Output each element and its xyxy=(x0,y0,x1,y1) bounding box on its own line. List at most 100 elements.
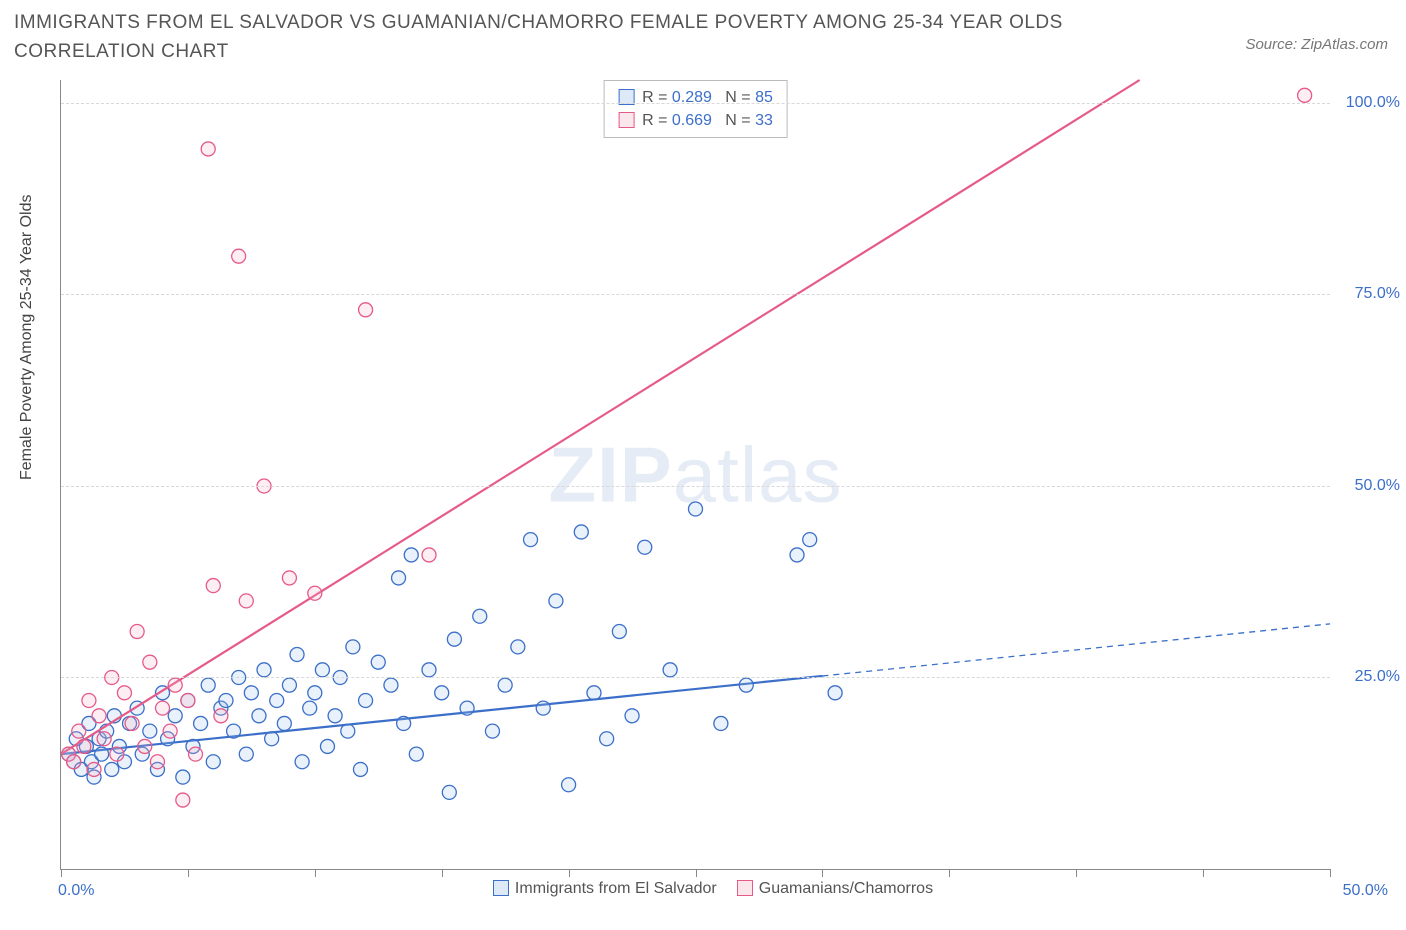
data-point-s1 xyxy=(320,739,334,753)
data-point-s2 xyxy=(77,739,91,753)
n-label: N = xyxy=(725,112,755,129)
data-point-s2 xyxy=(232,249,246,263)
y-tick-label: 75.0% xyxy=(1338,285,1400,303)
plot-area: ZIPatlas R = 0.289 N = 85R = 0.669 N = 3… xyxy=(60,80,1330,870)
data-point-s2 xyxy=(214,709,228,723)
data-point-s1 xyxy=(524,533,538,547)
legend-series-label: Guamanians/Chamorros xyxy=(759,880,933,897)
legend-row-s2: R = 0.669 N = 33 xyxy=(618,109,773,132)
data-point-s1 xyxy=(168,709,182,723)
data-point-s2 xyxy=(168,678,182,692)
data-point-s1 xyxy=(828,686,842,700)
data-point-s2 xyxy=(67,755,81,769)
data-point-s1 xyxy=(404,548,418,562)
data-point-s1 xyxy=(252,709,266,723)
data-point-s1 xyxy=(277,716,291,730)
data-point-s2 xyxy=(359,303,373,317)
x-tick xyxy=(1203,869,1204,877)
trendline-dashed-s1 xyxy=(822,624,1330,676)
data-point-s2 xyxy=(1298,88,1312,102)
data-point-s2 xyxy=(163,724,177,738)
x-tick xyxy=(315,869,316,877)
data-point-s1 xyxy=(790,548,804,562)
data-point-s1 xyxy=(265,732,279,746)
r-value: 0.669 xyxy=(672,112,712,129)
y-tick-label: 50.0% xyxy=(1338,477,1400,495)
data-point-s2 xyxy=(143,655,157,669)
legend-row-s1: R = 0.289 N = 85 xyxy=(618,86,773,109)
data-point-s1 xyxy=(239,747,253,761)
data-point-s1 xyxy=(295,755,309,769)
trendline-s2 xyxy=(61,80,1140,754)
r-label: R = xyxy=(642,112,672,129)
data-point-s1 xyxy=(282,678,296,692)
x-tick xyxy=(569,869,570,877)
data-point-s1 xyxy=(346,640,360,654)
data-point-s2 xyxy=(110,747,124,761)
data-point-s1 xyxy=(536,701,550,715)
data-point-s1 xyxy=(447,632,461,646)
data-point-s1 xyxy=(473,609,487,623)
data-point-s2 xyxy=(176,793,190,807)
legend-swatch-icon xyxy=(737,880,753,896)
data-point-s1 xyxy=(574,525,588,539)
data-point-s2 xyxy=(206,579,220,593)
data-point-s1 xyxy=(714,716,728,730)
data-point-s1 xyxy=(105,762,119,776)
legend-swatch-icon xyxy=(618,112,634,128)
gridline xyxy=(61,103,1330,104)
data-point-s1 xyxy=(219,693,233,707)
data-point-s2 xyxy=(308,586,322,600)
data-point-s2 xyxy=(87,762,101,776)
data-point-s1 xyxy=(803,533,817,547)
data-point-s1 xyxy=(290,648,304,662)
n-value: 33 xyxy=(755,112,773,129)
data-point-s2 xyxy=(125,716,139,730)
y-axis-label: Female Poverty Among 25-34 Year Olds xyxy=(18,195,36,481)
x-tick xyxy=(696,869,697,877)
data-point-s1 xyxy=(359,693,373,707)
data-point-s1 xyxy=(409,747,423,761)
x-tick xyxy=(188,869,189,877)
data-point-s1 xyxy=(625,709,639,723)
gridline xyxy=(61,677,1330,678)
gridline xyxy=(61,486,1330,487)
data-point-s1 xyxy=(371,655,385,669)
data-point-s1 xyxy=(95,747,109,761)
data-point-s1 xyxy=(315,663,329,677)
data-point-s1 xyxy=(194,716,208,730)
data-point-s1 xyxy=(511,640,525,654)
data-point-s1 xyxy=(562,778,576,792)
source-label: Source: ZipAtlas.com xyxy=(1245,36,1388,53)
data-point-s1 xyxy=(227,724,241,738)
data-point-s2 xyxy=(181,693,195,707)
chart-title: IMMIGRANTS FROM EL SALVADOR VS GUAMANIAN… xyxy=(14,8,1114,67)
data-point-s1 xyxy=(308,686,322,700)
data-point-s2 xyxy=(72,724,86,738)
data-point-s1 xyxy=(397,716,411,730)
data-point-s2 xyxy=(189,747,203,761)
data-point-s1 xyxy=(422,663,436,677)
data-point-s2 xyxy=(201,142,215,156)
data-point-s1 xyxy=(638,540,652,554)
y-tick-label: 25.0% xyxy=(1338,668,1400,686)
y-tick-label: 100.0% xyxy=(1338,94,1400,112)
chart-svg xyxy=(61,80,1330,869)
series-legend: Immigrants from El SalvadorGuamanians/Ch… xyxy=(0,880,1406,898)
x-tick xyxy=(442,869,443,877)
gridline xyxy=(61,294,1330,295)
data-point-s1 xyxy=(485,724,499,738)
data-point-s1 xyxy=(328,709,342,723)
data-point-s2 xyxy=(156,701,170,715)
data-point-s1 xyxy=(143,724,157,738)
x-tick xyxy=(1076,869,1077,877)
correlation-legend: R = 0.289 N = 85R = 0.669 N = 33 xyxy=(603,80,788,138)
data-point-s1 xyxy=(663,663,677,677)
data-point-s1 xyxy=(244,686,258,700)
data-point-s1 xyxy=(392,571,406,585)
data-point-s1 xyxy=(549,594,563,608)
data-point-s1 xyxy=(384,678,398,692)
data-point-s1 xyxy=(435,686,449,700)
x-tick xyxy=(949,869,950,877)
data-point-s1 xyxy=(587,686,601,700)
